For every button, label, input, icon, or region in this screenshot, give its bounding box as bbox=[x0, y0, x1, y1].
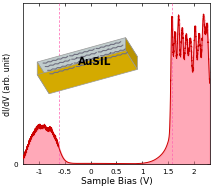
Polygon shape bbox=[37, 38, 137, 81]
Text: AuSIL: AuSIL bbox=[78, 57, 111, 67]
Y-axis label: dI/dV (arb. unit): dI/dV (arb. unit) bbox=[3, 52, 13, 115]
Polygon shape bbox=[125, 38, 137, 69]
Polygon shape bbox=[37, 62, 49, 94]
X-axis label: Sample Bias (V): Sample Bias (V) bbox=[81, 177, 152, 186]
Polygon shape bbox=[37, 50, 137, 94]
